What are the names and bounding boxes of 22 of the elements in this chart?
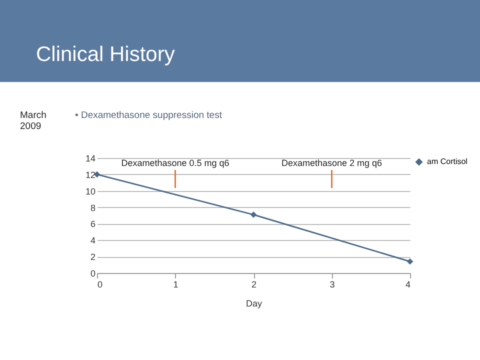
x-tick-label: 1 [173, 280, 178, 290]
point [406, 258, 414, 265]
point [250, 212, 257, 218]
x-tick-label: 4 [405, 280, 410, 290]
x-tick-label: 3 [330, 280, 335, 290]
y-tick-label: 2 [90, 252, 96, 262]
y-tick-label: 0 [90, 268, 96, 278]
y-tick-label: 10 [85, 186, 96, 196]
chart-title: Clinical History [36, 43, 176, 66]
y-tick-label: 4 [90, 236, 96, 246]
ref-line-label: Dexamethasone 0.5 mg q6 [121, 158, 230, 168]
y-tick-label: 12 [85, 170, 96, 180]
text: • Dexamethasone suppression test [75, 110, 222, 121]
y-tick-label: 8 [90, 202, 96, 213]
ref-line-label: Dexamethasone 2 mg q6 [281, 158, 382, 168]
x-axis-title: Day [246, 298, 262, 308]
x-tick-label: 0 [98, 280, 103, 290]
legend-label: am Cortisol [427, 157, 468, 166]
y-tick-label: 14 [85, 154, 96, 164]
x-tick-label: 2 [251, 280, 257, 290]
text: March 2009 [20, 110, 46, 132]
y-tick-label: 6 [90, 219, 96, 230]
